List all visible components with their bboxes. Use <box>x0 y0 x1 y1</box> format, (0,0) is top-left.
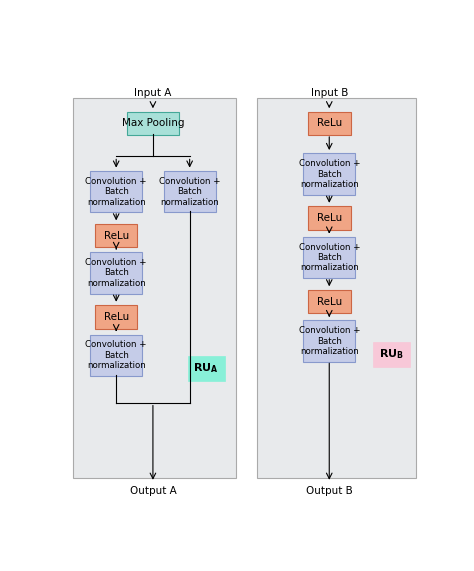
Text: Max Pooling: Max Pooling <box>122 118 184 128</box>
Text: Output A: Output A <box>129 485 176 496</box>
FancyBboxPatch shape <box>303 154 355 195</box>
Text: Output B: Output B <box>306 485 353 496</box>
Text: Input A: Input A <box>134 88 172 98</box>
FancyBboxPatch shape <box>164 171 216 212</box>
FancyBboxPatch shape <box>308 206 351 230</box>
Text: ReLu: ReLu <box>317 213 342 223</box>
Text: Convolution +
Batch
normalization: Convolution + Batch normalization <box>159 177 220 207</box>
Text: Convolution +
Batch
normalization: Convolution + Batch normalization <box>299 159 360 189</box>
FancyBboxPatch shape <box>90 335 142 376</box>
FancyBboxPatch shape <box>303 320 355 362</box>
FancyBboxPatch shape <box>90 252 142 293</box>
FancyBboxPatch shape <box>303 237 355 278</box>
Text: Convolution +
Batch
normalization: Convolution + Batch normalization <box>85 258 147 288</box>
Text: ReLu: ReLu <box>317 296 342 307</box>
FancyBboxPatch shape <box>308 111 351 135</box>
Text: ReLu: ReLu <box>103 312 129 322</box>
Text: Input B: Input B <box>310 88 348 98</box>
Text: Convolution +
Batch
normalization: Convolution + Batch normalization <box>299 243 360 272</box>
Text: ReLu: ReLu <box>317 118 342 128</box>
FancyBboxPatch shape <box>127 111 179 135</box>
Text: $\mathbf{RU_A}$: $\mathbf{RU_A}$ <box>193 361 219 375</box>
FancyBboxPatch shape <box>73 98 237 478</box>
FancyBboxPatch shape <box>373 342 410 367</box>
FancyBboxPatch shape <box>188 356 225 381</box>
Text: Convolution +
Batch
normalization: Convolution + Batch normalization <box>299 326 360 356</box>
FancyBboxPatch shape <box>257 98 416 478</box>
FancyBboxPatch shape <box>95 305 137 329</box>
Text: $\mathbf{RU_B}$: $\mathbf{RU_B}$ <box>379 347 404 361</box>
FancyBboxPatch shape <box>95 224 137 247</box>
Text: ReLu: ReLu <box>103 231 129 240</box>
Text: Convolution +
Batch
normalization: Convolution + Batch normalization <box>85 177 147 207</box>
FancyBboxPatch shape <box>308 289 351 313</box>
Text: Convolution +
Batch
normalization: Convolution + Batch normalization <box>85 340 147 370</box>
FancyBboxPatch shape <box>90 171 142 212</box>
